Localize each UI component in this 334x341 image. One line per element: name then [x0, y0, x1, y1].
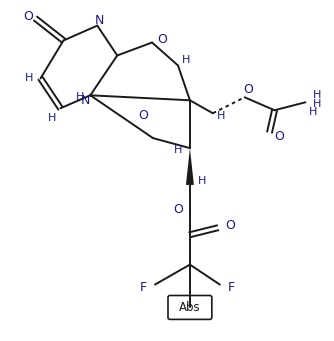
Text: H: H [313, 99, 322, 109]
Text: O: O [275, 130, 285, 143]
Text: O: O [173, 203, 183, 216]
Text: O: O [225, 219, 235, 232]
Text: H: H [309, 107, 318, 117]
Text: H: H [48, 113, 57, 123]
Polygon shape [186, 148, 194, 185]
Text: O: O [24, 10, 33, 23]
Text: N: N [95, 14, 104, 27]
Text: O: O [244, 83, 254, 96]
Text: F: F [228, 281, 235, 294]
Text: N: N [80, 94, 90, 107]
Text: Abs: Abs [179, 301, 201, 314]
Text: O: O [138, 109, 148, 122]
FancyBboxPatch shape [168, 296, 212, 320]
Text: H: H [182, 56, 190, 65]
Text: H: H [216, 111, 225, 121]
Text: H: H [24, 73, 33, 84]
Text: H: H [174, 145, 182, 155]
Text: F: F [140, 281, 147, 294]
Text: H: H [76, 92, 85, 102]
Text: O: O [157, 33, 167, 46]
Text: H: H [198, 176, 206, 186]
Text: H: H [313, 90, 322, 100]
